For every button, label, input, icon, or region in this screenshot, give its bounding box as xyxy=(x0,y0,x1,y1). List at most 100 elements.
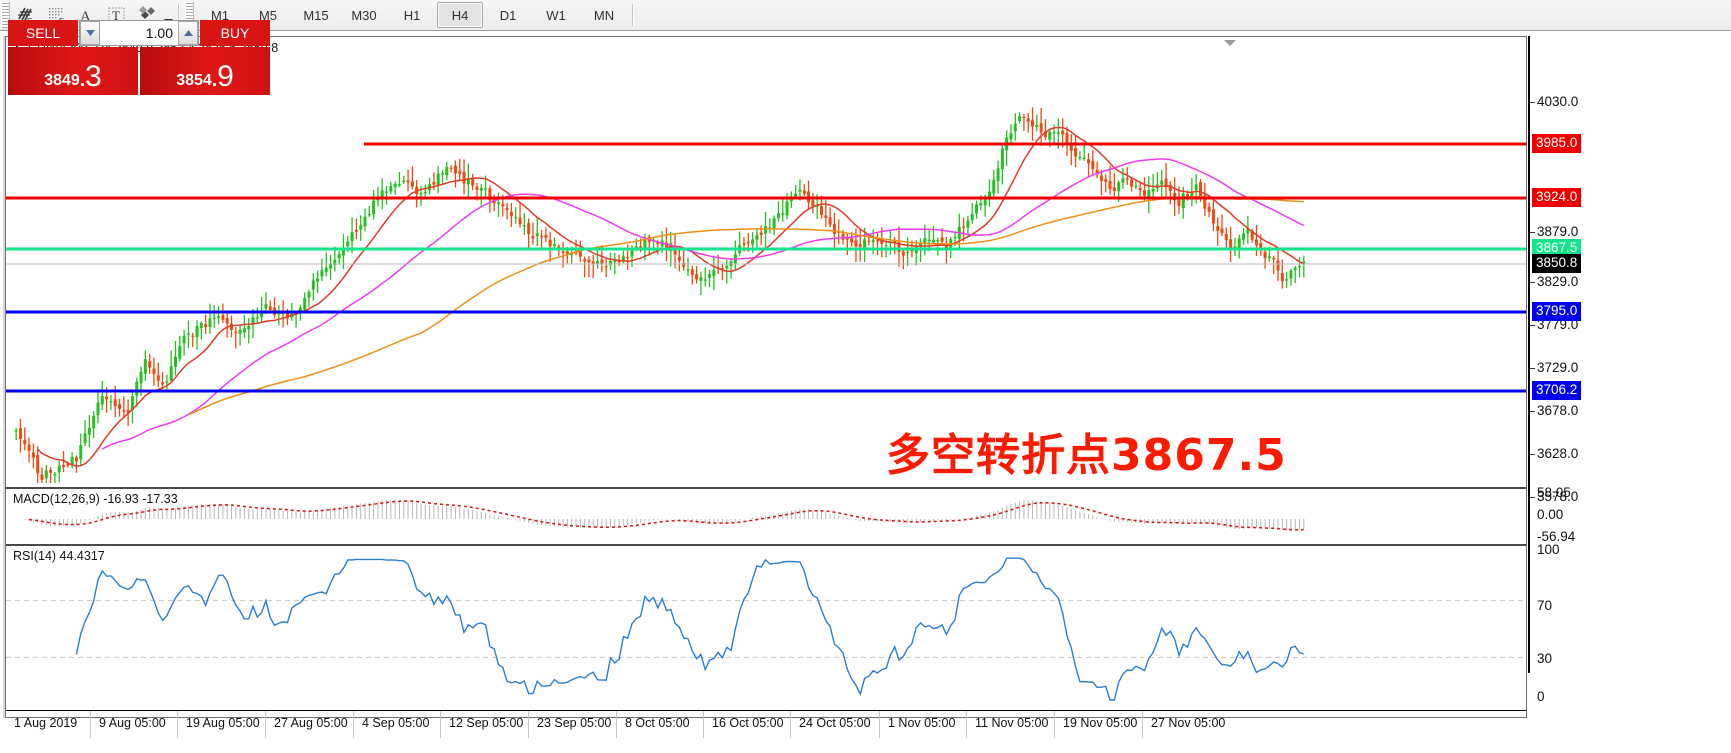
time-tick-mark xyxy=(177,711,178,738)
time-tick-mark xyxy=(90,711,91,738)
toolbar-grip-1[interactable] xyxy=(1,2,10,28)
sell-price-integer: 3849 xyxy=(44,72,80,89)
macd-pane[interactable]: MACD(12,26,9) -16.93 -17.33 xyxy=(6,487,1526,543)
price-tick-mark xyxy=(1530,102,1535,103)
sell-price-separator: . xyxy=(79,70,86,91)
price-pane[interactable]: 多空转折点3867.5 xyxy=(6,37,1526,483)
time-tick-mark xyxy=(353,711,354,738)
timeframe-h1[interactable]: H1 xyxy=(403,7,421,23)
price-axis-line xyxy=(1528,36,1530,673)
time-tick-mark xyxy=(966,711,967,738)
timeframe-m30[interactable]: M30 xyxy=(351,7,377,23)
rsi-tick-label: 30 xyxy=(1537,651,1553,666)
timeframe-group: M1 M5 M15 M30 H1 H4 D1 W1 MN xyxy=(196,2,628,28)
volume-decrease-icon[interactable] xyxy=(80,21,100,45)
price-tick-mark xyxy=(1530,411,1535,412)
rsi-pane[interactable]: RSI(14) 44.4317 xyxy=(6,544,1526,711)
timeframe-w1[interactable]: W1 xyxy=(546,7,566,23)
toolbar-separator-2 xyxy=(632,4,634,26)
time-axis[interactable]: 1 Aug 2019 9 Aug 05:00 19 Aug 05:00 27 Aug … xyxy=(6,710,1526,738)
macd-canvas xyxy=(19,500,1305,531)
time-tick-mark xyxy=(1142,711,1143,738)
svg-text:T: T xyxy=(112,8,120,23)
one-click-trading-panel[interactable]: SELL 1.00 BUY 3849 . 3 3854 . 9 xyxy=(8,20,270,98)
svg-text:A: A xyxy=(80,9,91,25)
macd-label: MACD(12,26,9) -16.93 -17.33 xyxy=(13,492,178,506)
macd-signal-line xyxy=(29,500,1304,531)
time-tick-mark xyxy=(265,711,266,738)
chart-annotation-text: 多空转折点3867.5 xyxy=(886,430,1287,481)
time-tick-label: 12 Sep 05:00 xyxy=(449,716,524,730)
time-tick-mark xyxy=(528,711,529,738)
time-tick-label: 27 Aug 05:00 xyxy=(274,716,348,730)
price-level-badge[interactable]: 3850.8 xyxy=(1532,254,1582,273)
buy-button[interactable]: BUY xyxy=(200,20,270,46)
price-tick-label: 3779.0 xyxy=(1537,317,1579,332)
volume-stepper[interactable]: 1.00 xyxy=(79,20,199,46)
price-tick-label: 3729.0 xyxy=(1537,360,1579,375)
time-tick-label: 9 Aug 05:00 xyxy=(99,716,166,730)
time-tick-mark xyxy=(879,711,880,738)
chart-frame-shadow xyxy=(3,36,5,718)
text-label-icon[interactable]: A xyxy=(72,2,102,29)
oct-price-row: 3849 . 3 3854 . 9 xyxy=(8,47,270,95)
time-tick-mark xyxy=(440,711,441,738)
pane-collapse-icon[interactable] xyxy=(1224,40,1236,46)
price-tick-label: 3628.0 xyxy=(1537,446,1579,461)
timeframe-d1[interactable]: D1 xyxy=(499,7,517,23)
time-tick-label: 19 Aug 05:00 xyxy=(186,716,260,730)
timeframe-m15[interactable]: M15 xyxy=(303,7,329,23)
objects-icon[interactable] xyxy=(132,2,162,29)
price-tick-label: 3879.0 xyxy=(1537,224,1579,239)
time-tick-label: 27 Nov 05:00 xyxy=(1151,716,1226,730)
price-tick-label: 4030.0 xyxy=(1537,94,1579,109)
price-tick-mark xyxy=(1530,232,1535,233)
macd-tick-label: 0.00 xyxy=(1537,507,1564,522)
price-level-badge[interactable]: 3795.0 xyxy=(1532,302,1582,321)
rsi-label: RSI(14) 44.4317 xyxy=(13,549,105,563)
price-level-badge[interactable]: 3985.0 xyxy=(1532,134,1582,153)
buy-price-button[interactable]: 3854 . 9 xyxy=(140,47,270,95)
timeframe-m5[interactable]: M5 xyxy=(258,7,278,23)
price-tick-mark xyxy=(1530,454,1535,455)
time-tick-label: 1 Aug 2019 xyxy=(14,716,78,730)
ma-slow-line xyxy=(188,195,1304,416)
price-level-badge[interactable]: 3867.5 xyxy=(1532,239,1582,258)
sell-price-button[interactable]: 3849 . 3 xyxy=(8,47,138,95)
time-tick-label: 16 Oct 05:00 xyxy=(712,716,784,730)
chart-frame[interactable]: CHINA300-,H4 3840.9 3853.4 3836.6 3850.8… xyxy=(5,36,1527,738)
time-tick-mark xyxy=(616,711,617,738)
rsi-tick-label: 70 xyxy=(1537,598,1553,613)
macd-tick-label: 58.05 xyxy=(1537,485,1571,500)
ma-mid-line xyxy=(101,158,1305,450)
price-level-badge[interactable]: 3924.0 xyxy=(1532,188,1582,207)
buy-price-decimal: 9 xyxy=(217,60,234,93)
price-tick-mark xyxy=(1530,282,1535,283)
time-tick-label: 23 Sep 05:00 xyxy=(537,716,612,730)
rsi-canvas xyxy=(6,557,1526,701)
price-tick-label: 3829.0 xyxy=(1537,274,1579,289)
rsi-tick-label: 0 xyxy=(1537,689,1545,704)
volume-increase-icon[interactable] xyxy=(178,21,198,45)
ma-fast-line xyxy=(37,126,1305,467)
time-tick-label: 19 Nov 05:00 xyxy=(1063,716,1138,730)
sell-button[interactable]: SELL xyxy=(8,20,78,46)
price-level-badge[interactable]: 3706.2 xyxy=(1532,381,1582,400)
toolbar-grip-2[interactable] xyxy=(185,2,194,28)
price-axis[interactable]: 4030.0 3879.0 3829.0 3779.0 3729.0 3678.0 3628… xyxy=(1528,36,1731,718)
price-tick-label: 3678.0 xyxy=(1537,403,1579,418)
time-tick-label: 4 Sep 05:00 xyxy=(362,716,430,730)
price-tick-mark xyxy=(1530,325,1535,326)
oct-top-row: SELL 1.00 BUY xyxy=(8,20,270,46)
timeframe-h4[interactable]: H4 xyxy=(437,2,483,28)
price-tick-label: 3578.0 xyxy=(1537,489,1579,504)
time-tick-label: 11 Nov 05:00 xyxy=(975,716,1049,730)
volume-input[interactable]: 1.00 xyxy=(100,21,178,45)
timeframe-m1[interactable]: M1 xyxy=(210,7,230,23)
time-tick-mark xyxy=(703,711,704,738)
timeframe-mn[interactable]: MN xyxy=(593,7,615,23)
buy-price-separator: . xyxy=(211,70,218,91)
time-tick-label: 8 Oct 05:00 xyxy=(625,716,690,730)
time-tick-mark xyxy=(1054,711,1055,738)
price-tick-mark xyxy=(1530,368,1535,369)
